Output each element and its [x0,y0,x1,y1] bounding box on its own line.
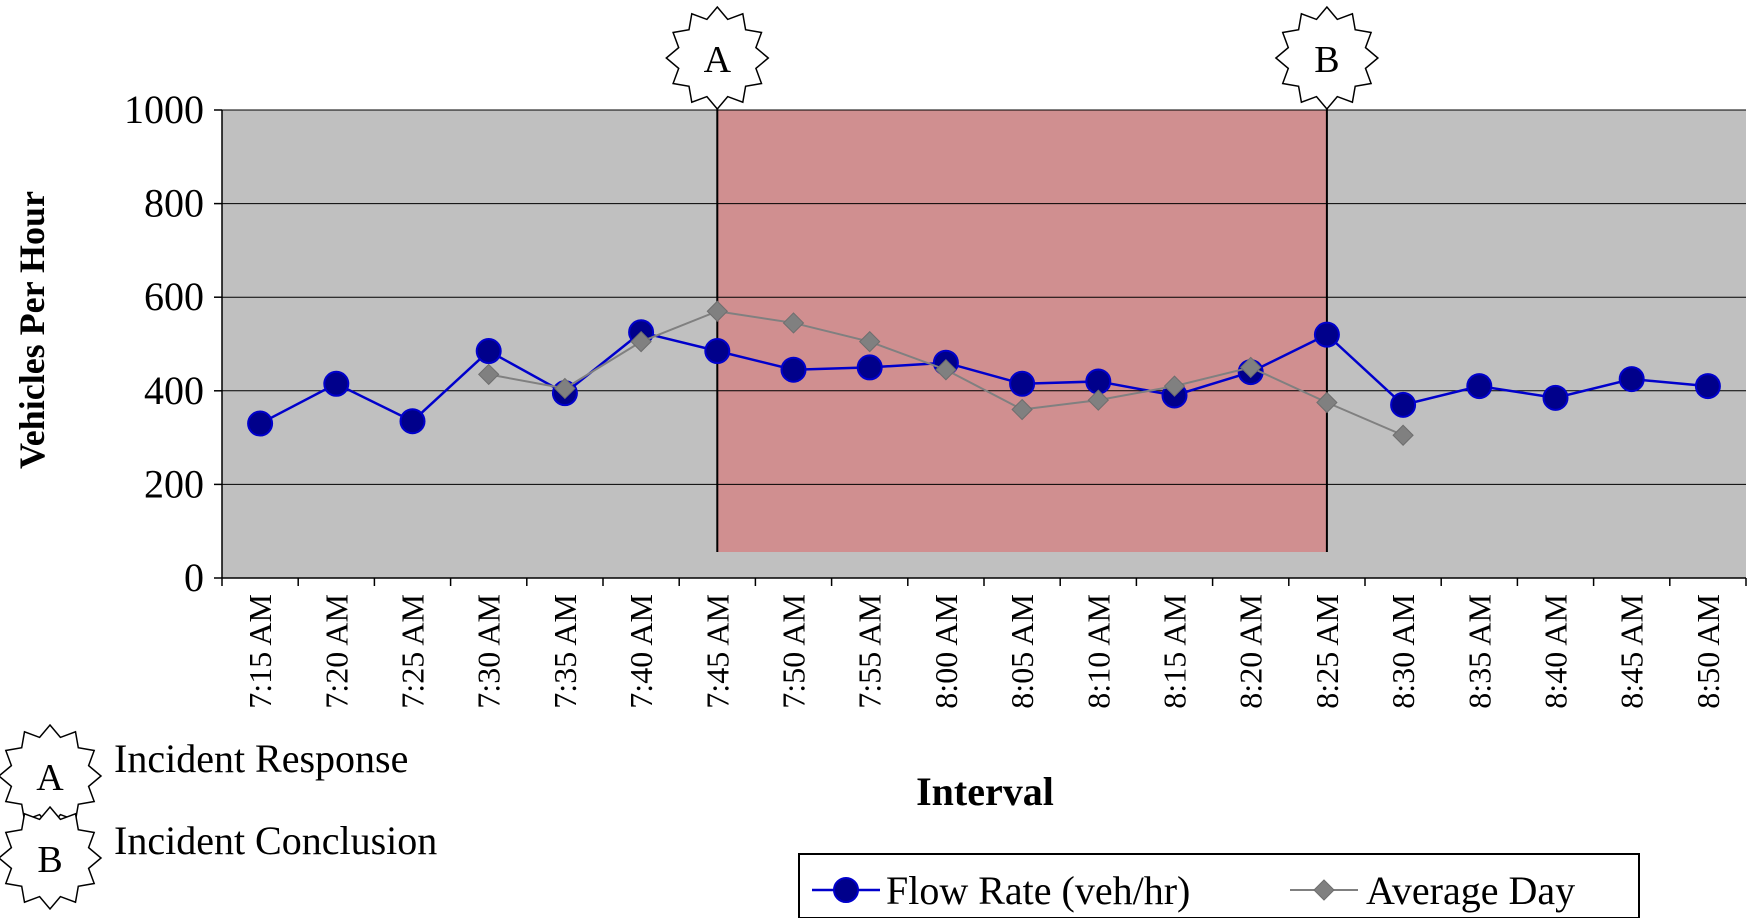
data-point [1618,366,1645,393]
x-tick-label: 7:25 AM [395,594,431,709]
legend-box [798,853,1640,918]
series-line [259,330,1709,425]
data-point [1239,356,1262,379]
legend-swatch-marker [1313,879,1335,901]
legend-label: Average Day [1366,868,1575,913]
event-badge-label: B [1314,39,1339,81]
highlight-region [717,110,1327,552]
series-lines [247,300,1721,446]
data-point [477,363,500,386]
data-point [1390,391,1417,418]
data-point [935,359,957,381]
x-tick-label: 7:55 AM [852,594,888,709]
data-point [630,330,652,353]
event-badge [1274,5,1380,111]
x-tick-label: 8:20 AM [1233,594,1269,709]
y-tick-label: 600 [144,274,204,319]
x-tick-label: 8:15 AM [1157,594,1193,709]
y-tick-label: 400 [144,368,204,413]
annotation-legend: A Incident Response B Incident Conclusion [0,723,437,911]
data-point [475,338,502,365]
data-point [858,330,881,353]
x-tick-label: 8:35 AM [1461,594,1497,709]
data-point [1316,391,1338,414]
data-point [1466,373,1493,400]
y-tick-label: 1000 [124,87,204,132]
data-point [1163,375,1186,397]
x-tick-label: 8:00 AM [928,594,964,709]
annotation-text: Incident Response [114,736,408,781]
x-tick-label: 8:50 AM [1690,594,1726,709]
event-badge [665,5,770,111]
x-tick-label: 7:20 AM [318,594,354,709]
x-tick-label: 7:50 AM [776,594,812,709]
annotation-text: Incident Conclusion [114,818,437,863]
legend-swatch-marker [833,877,859,903]
data-point [856,354,883,381]
data-point [247,410,274,437]
y-axis: 0 200 400 600 800 1000 [124,87,223,600]
x-tick-label: 8:45 AM [1614,594,1650,709]
annotation-badge-label: B [37,839,62,881]
data-point [1392,424,1414,446]
y-tick-label: 0 [184,555,204,600]
data-point [780,356,807,383]
data-point [323,370,350,397]
x-axis: 7:15 AM 7:20 AM 7:25 AM 7:30 AM 7:35 AM 7:40 … [221,577,1747,709]
x-tick-label: 7:30 AM [471,594,507,709]
x-axis-title: Interval [916,769,1054,814]
legend-label: Flow Rate (veh/hr) [886,868,1190,913]
data-point [1542,384,1569,411]
y-tick-label: 200 [144,461,204,506]
x-tick-label: 7:45 AM [699,594,735,709]
data-point [399,408,426,435]
data-point [704,338,731,365]
x-tick-label: 8:40 AM [1538,594,1574,709]
legend: Flow Rate (veh/hr) Average Day [798,853,1640,918]
x-tick-label: 7:15 AM [242,594,278,709]
data-point [782,312,805,334]
x-tick-label: 8:25 AM [1309,594,1345,709]
x-tick-label: 8:30 AM [1385,594,1421,709]
data-point [1009,370,1036,397]
gridlines [222,109,1746,485]
y-axis-title: Vehicles Per Hour [12,191,52,469]
x-tick-label: 8:10 AM [1080,594,1116,709]
data-point [1313,321,1340,348]
data-point [706,300,729,322]
x-tick-label: 7:35 AM [547,594,583,709]
data-point [554,377,576,400]
data-point [1011,398,1033,421]
x-tick-label: 8:05 AM [1004,594,1040,709]
y-tick-label: 800 [144,181,204,226]
data-point [1694,373,1721,400]
x-tick-label: 7:40 AM [623,594,659,709]
annotation-badge-label: A [36,757,64,799]
event-badge-label: A [704,39,732,81]
data-point [1087,389,1110,411]
annotation-badge [0,805,103,911]
